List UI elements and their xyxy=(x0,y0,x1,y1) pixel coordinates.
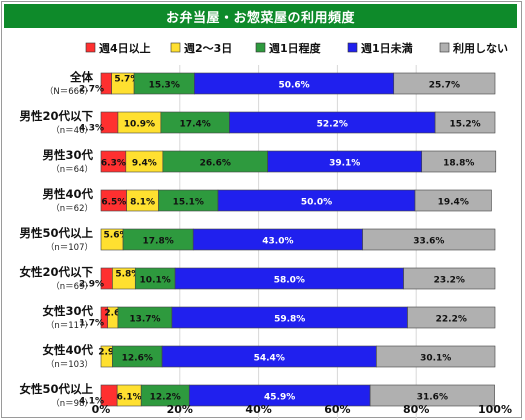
data-label-7-3: 13.7% xyxy=(129,315,160,325)
data-label-8-2: 2.9% xyxy=(98,348,123,358)
data-label-2-4: 52.2% xyxy=(317,120,348,130)
legend-swatch-3 xyxy=(255,42,266,53)
category-n-6: （n＝69） xyxy=(51,281,93,292)
data-label-2-1: 4.3% xyxy=(79,124,104,134)
bar-2-5 xyxy=(434,111,496,134)
data-label-3-2: 9.4% xyxy=(132,159,157,169)
data-label-2-5: 15.2% xyxy=(449,120,480,130)
category-label-3: 男性30代 xyxy=(42,148,93,162)
data-label-3-3: 26.6% xyxy=(200,159,231,169)
data-label-7-4: 59.8% xyxy=(274,315,305,325)
x-tick-label-2: 20% xyxy=(167,403,193,416)
data-label-1-1: 2.7% xyxy=(79,85,104,95)
data-label-9-2: 6.1% xyxy=(117,393,142,403)
data-label-9-1: 4.1% xyxy=(79,397,104,407)
title-bar: お弁当屋・お惣菜屋の利用頻度 xyxy=(4,4,517,28)
data-label-5-5: 33.6% xyxy=(413,237,444,247)
category-label-9: 女性50代以上 xyxy=(19,382,93,396)
legend-label-2: 週2～3日 xyxy=(184,41,232,55)
data-label-5-2: 5.6% xyxy=(104,231,129,241)
chart-title: お弁当屋・お惣菜屋の利用頻度 xyxy=(165,10,355,26)
data-label-1-3: 15.3% xyxy=(149,81,180,91)
data-label-8-4: 54.4% xyxy=(254,354,285,364)
bar-5-5 xyxy=(362,228,496,251)
data-label-3-1: 6.3% xyxy=(101,159,126,169)
category-n-4: （n＝62） xyxy=(51,203,93,214)
x-tick-label-5: 80% xyxy=(403,403,429,416)
data-label-7-2: 2.6% xyxy=(104,309,129,319)
bar-9-5 xyxy=(369,384,495,407)
legend-swatch-2 xyxy=(170,42,181,53)
category-label-1: 全体 xyxy=(69,70,93,84)
bar-6-5 xyxy=(403,267,496,290)
bar-8-5 xyxy=(376,345,496,368)
bar-1-5 xyxy=(393,72,496,95)
legend-swatch-4 xyxy=(347,42,358,53)
legend-swatch-1 xyxy=(85,42,96,53)
x-tick-label-4: 60% xyxy=(324,403,350,416)
data-label-1-2: 5.7% xyxy=(114,75,139,85)
category-n-7: （n＝117） xyxy=(46,320,93,331)
legend-swatch-5 xyxy=(439,42,450,53)
data-label-6-3: 10.1% xyxy=(140,276,171,286)
data-label-6-4: 58.0% xyxy=(274,276,305,286)
data-label-7-5: 22.2% xyxy=(436,315,467,325)
data-label-4-5: 19.4% xyxy=(438,198,469,208)
category-label-2: 男性20代以下 xyxy=(19,109,93,123)
data-label-4-3: 15.1% xyxy=(173,198,204,208)
data-label-4-4: 50.0% xyxy=(301,198,332,208)
bar-7-5 xyxy=(407,306,496,329)
data-label-1-4: 50.6% xyxy=(278,81,309,91)
data-label-3-5: 18.8% xyxy=(443,159,474,169)
x-tick-label-6: 100% xyxy=(478,403,512,416)
category-n-1: （N＝666） xyxy=(45,86,93,97)
legend-label-3: 週1日程度 xyxy=(269,41,322,55)
category-label-4: 男性40代 xyxy=(42,187,93,201)
data-label-9-3: 12.2% xyxy=(150,393,181,403)
legend-label-5: 利用しない xyxy=(453,41,508,55)
data-label-8-3: 12.6% xyxy=(122,354,153,364)
legend-label-1: 週4日以上 xyxy=(99,41,151,55)
data-label-9-5: 31.6% xyxy=(417,393,448,403)
category-label-8: 女性40代 xyxy=(42,343,93,357)
data-label-1-5: 25.7% xyxy=(429,81,460,91)
data-label-4-1: 6.5% xyxy=(101,198,126,208)
data-label-6-5: 23.2% xyxy=(434,276,465,286)
x-tick-label-1: 0% xyxy=(92,403,111,416)
data-label-2-3: 17.4% xyxy=(180,120,211,130)
data-label-5-3: 17.8% xyxy=(143,237,174,247)
data-label-4-2: 8.1% xyxy=(130,198,155,208)
data-label-6-1: 2.9% xyxy=(79,280,104,290)
data-label-7-1: 1.7% xyxy=(79,319,104,329)
data-label-9-4: 45.9% xyxy=(264,393,295,403)
data-label-5-4: 43.0% xyxy=(262,237,293,247)
category-n-9: （n＝98） xyxy=(51,398,93,409)
category-label-5: 男性50代以上 xyxy=(19,226,93,240)
bar-3-5 xyxy=(421,150,497,173)
bar-4-5 xyxy=(414,189,492,212)
category-n-2: （n＝46） xyxy=(51,125,93,136)
x-tick-label-3: 40% xyxy=(245,403,271,416)
data-label-8-5: 30.1% xyxy=(420,354,451,364)
data-label-2-2: 10.9% xyxy=(124,120,155,130)
legend-label-4: 週1日未満 xyxy=(361,41,413,55)
category-n-5: （n＝107） xyxy=(46,242,93,253)
category-n-3: （n＝64） xyxy=(51,164,93,175)
data-label-3-4: 39.1% xyxy=(329,159,360,169)
category-label-6: 女性20代以下 xyxy=(19,265,93,279)
data-label-6-2: 5.8% xyxy=(115,270,140,280)
category-label-7: 女性30代 xyxy=(42,304,93,318)
category-n-8: （n＝103） xyxy=(46,359,93,370)
